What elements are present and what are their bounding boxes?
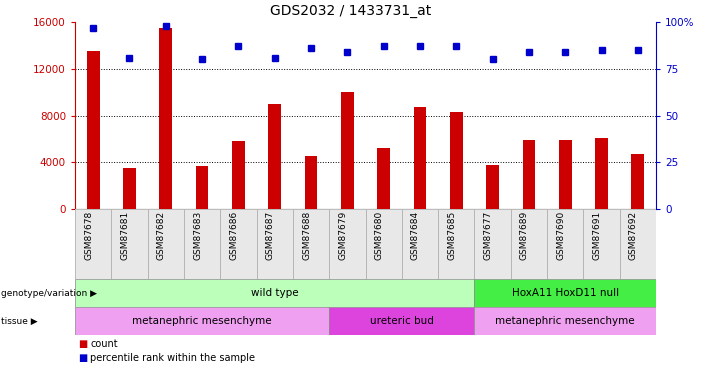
Bar <box>522 140 536 209</box>
Bar <box>341 92 354 209</box>
Bar <box>184 209 220 279</box>
Bar <box>632 154 644 209</box>
Text: GSM87690: GSM87690 <box>556 210 565 260</box>
Bar <box>123 168 136 209</box>
Bar <box>293 209 329 279</box>
Bar <box>475 279 656 307</box>
Text: metanephric mesenchyme: metanephric mesenchyme <box>496 316 635 326</box>
Text: GSM87677: GSM87677 <box>484 210 493 260</box>
Bar <box>547 209 583 279</box>
Bar <box>329 307 475 335</box>
Bar <box>438 209 475 279</box>
Bar <box>268 104 281 209</box>
Text: GSM87685: GSM87685 <box>447 210 456 260</box>
Bar <box>475 209 511 279</box>
Text: GSM87680: GSM87680 <box>374 210 383 260</box>
Bar <box>75 209 111 279</box>
Bar <box>414 107 426 209</box>
Text: metanephric mesenchyme: metanephric mesenchyme <box>132 316 272 326</box>
Bar <box>620 209 656 279</box>
Bar <box>475 307 656 335</box>
Bar <box>486 165 499 209</box>
Bar <box>111 209 148 279</box>
Text: percentile rank within the sample: percentile rank within the sample <box>90 353 255 363</box>
Text: GSM87689: GSM87689 <box>520 210 529 260</box>
Text: GSM87684: GSM87684 <box>411 210 420 260</box>
Text: GSM87682: GSM87682 <box>157 210 165 260</box>
Text: GSM87688: GSM87688 <box>302 210 311 260</box>
Text: GSM87681: GSM87681 <box>121 210 130 260</box>
Bar <box>75 279 475 307</box>
Bar <box>87 51 100 209</box>
Bar <box>305 156 318 209</box>
Text: genotype/variation ▶: genotype/variation ▶ <box>1 288 97 297</box>
Bar <box>257 209 293 279</box>
Text: ■: ■ <box>79 339 88 349</box>
Bar <box>402 209 438 279</box>
Bar <box>511 209 547 279</box>
Bar <box>365 209 402 279</box>
Bar <box>196 166 208 209</box>
Text: count: count <box>90 339 118 349</box>
Text: ureteric bud: ureteric bud <box>370 316 434 326</box>
Text: tissue ▶: tissue ▶ <box>1 316 37 326</box>
Text: wild type: wild type <box>251 288 299 298</box>
Bar <box>148 209 184 279</box>
Text: ■: ■ <box>79 353 88 363</box>
Text: GSM87691: GSM87691 <box>592 210 601 260</box>
Text: GSM87678: GSM87678 <box>84 210 93 260</box>
Bar <box>329 209 365 279</box>
Bar <box>595 138 608 209</box>
Text: GSM87692: GSM87692 <box>629 210 638 260</box>
Bar <box>583 209 620 279</box>
Text: GSM87686: GSM87686 <box>229 210 238 260</box>
Bar <box>75 307 329 335</box>
Text: GSM87683: GSM87683 <box>193 210 202 260</box>
Bar <box>377 148 390 209</box>
Text: HoxA11 HoxD11 null: HoxA11 HoxD11 null <box>512 288 619 298</box>
Text: GSM87679: GSM87679 <box>339 210 347 260</box>
Text: GSM87687: GSM87687 <box>266 210 275 260</box>
Bar <box>559 140 571 209</box>
Text: GDS2032 / 1433731_at: GDS2032 / 1433731_at <box>270 4 431 18</box>
Bar <box>220 209 257 279</box>
Bar <box>450 112 463 209</box>
Bar <box>232 141 245 209</box>
Bar <box>159 28 172 209</box>
